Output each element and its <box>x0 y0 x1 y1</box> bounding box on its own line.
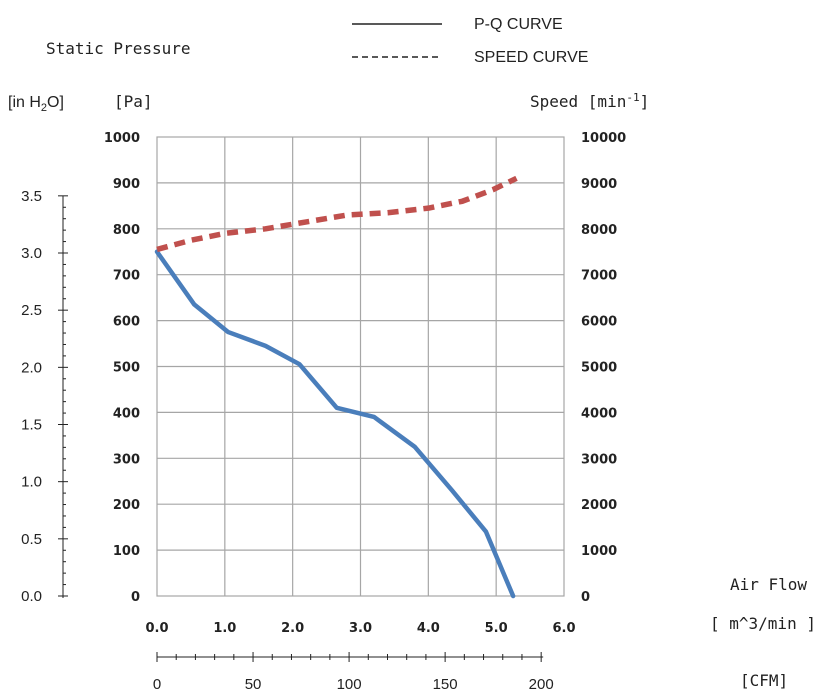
cfm-tick-label: 50 <box>245 676 262 693</box>
x-tick-label: 1.0 <box>213 621 236 636</box>
cfm-tick-label: 150 <box>433 676 458 693</box>
inh2o-tick-label: 3.5 <box>21 188 42 205</box>
cfm-unit-label: [CFM] <box>740 671 788 690</box>
plot-grid <box>156 136 565 597</box>
m3min-unit-label: [ m^3/min ] <box>710 614 816 633</box>
speed-tick-label: 3000 <box>581 452 617 467</box>
legend-pq-label: P-Q CURVE <box>474 16 563 33</box>
speed-tick-label: 5000 <box>581 361 617 376</box>
cfm-tick-label: 100 <box>337 676 362 693</box>
x-tick-label: 0.0 <box>145 621 168 636</box>
inh2o-tick-label: 0.5 <box>21 531 42 548</box>
pa-tick-label: 300 <box>113 452 140 467</box>
pa-tick-label: 600 <box>113 315 140 330</box>
x-tick-label: 4.0 <box>417 621 440 636</box>
pa-tick-label: 500 <box>113 361 140 376</box>
speed-tick-label: 10000 <box>581 131 626 146</box>
x-tick-label: 5.0 <box>485 621 508 636</box>
cfm-tick-label: 200 <box>529 676 554 693</box>
inh2o-tick-label: 1.5 <box>21 417 42 434</box>
speed-axis-title: Speed [min-1] <box>530 91 649 111</box>
static-pressure-label: Static Pressure <box>46 39 191 58</box>
speed-axis: 0 1000 2000 3000 4000 5000 6000 7000 8000 9000 100… <box>581 131 626 605</box>
speed-tick-label: 9000 <box>581 177 617 192</box>
x-tick-label: 2.0 <box>281 621 304 636</box>
pa-axis: 0 100 200 300 400 500 600 700 800 900 1000 <box>104 131 140 605</box>
pa-tick-label: 400 <box>113 406 140 421</box>
speed-curve-line <box>156 175 518 253</box>
speed-tick-label: 7000 <box>581 269 617 284</box>
pa-tick-label: 100 <box>113 544 140 559</box>
inh2o-tick-label: 3.0 <box>21 245 42 262</box>
inh2o-axis: 0.0 0.5 1.0 1.5 2.0 2.5 3.0 3.5 <box>21 188 68 605</box>
speed-tick-label: 1000 <box>581 544 617 559</box>
speed-tick-label: 8000 <box>581 223 617 238</box>
x-axis: 0.0 1.0 2.0 3.0 4.0 5.0 6.0 <box>145 621 575 636</box>
pa-axis-title: [Pa] <box>114 92 153 111</box>
speed-tick-label: 4000 <box>581 406 617 421</box>
legend: P-Q CURVE SPEED CURVE <box>352 16 588 66</box>
speed-tick-label: 0 <box>581 590 590 605</box>
pa-tick-label: 0 <box>131 590 140 605</box>
pq-curve-line <box>154 249 516 599</box>
pa-tick-label: 800 <box>113 223 140 238</box>
x-tick-label: 3.0 <box>349 621 372 636</box>
pa-tick-label: 1000 <box>104 131 140 146</box>
speed-tick-label: 2000 <box>581 498 617 513</box>
speed-tick-label: 6000 <box>581 315 617 330</box>
pa-tick-label: 200 <box>113 498 140 513</box>
air-flow-label: Air Flow <box>730 575 807 594</box>
inh2o-tick-label: 0.0 <box>21 588 42 605</box>
pa-tick-label: 700 <box>113 269 140 284</box>
inh2o-tick-label: 2.5 <box>21 302 42 319</box>
x-tick-label: 6.0 <box>552 621 575 636</box>
inh2o-axis-title: [in H2O] <box>8 94 64 114</box>
cfm-axis: 0 50 100 150 200 <box>153 652 554 693</box>
legend-speed-label: SPEED CURVE <box>474 49 588 66</box>
pa-tick-label: 900 <box>113 177 140 192</box>
cfm-tick-label: 0 <box>153 676 161 693</box>
series-layer <box>154 175 518 599</box>
inh2o-tick-label: 1.0 <box>21 474 42 491</box>
inh2o-tick-label: 2.0 <box>21 359 42 376</box>
